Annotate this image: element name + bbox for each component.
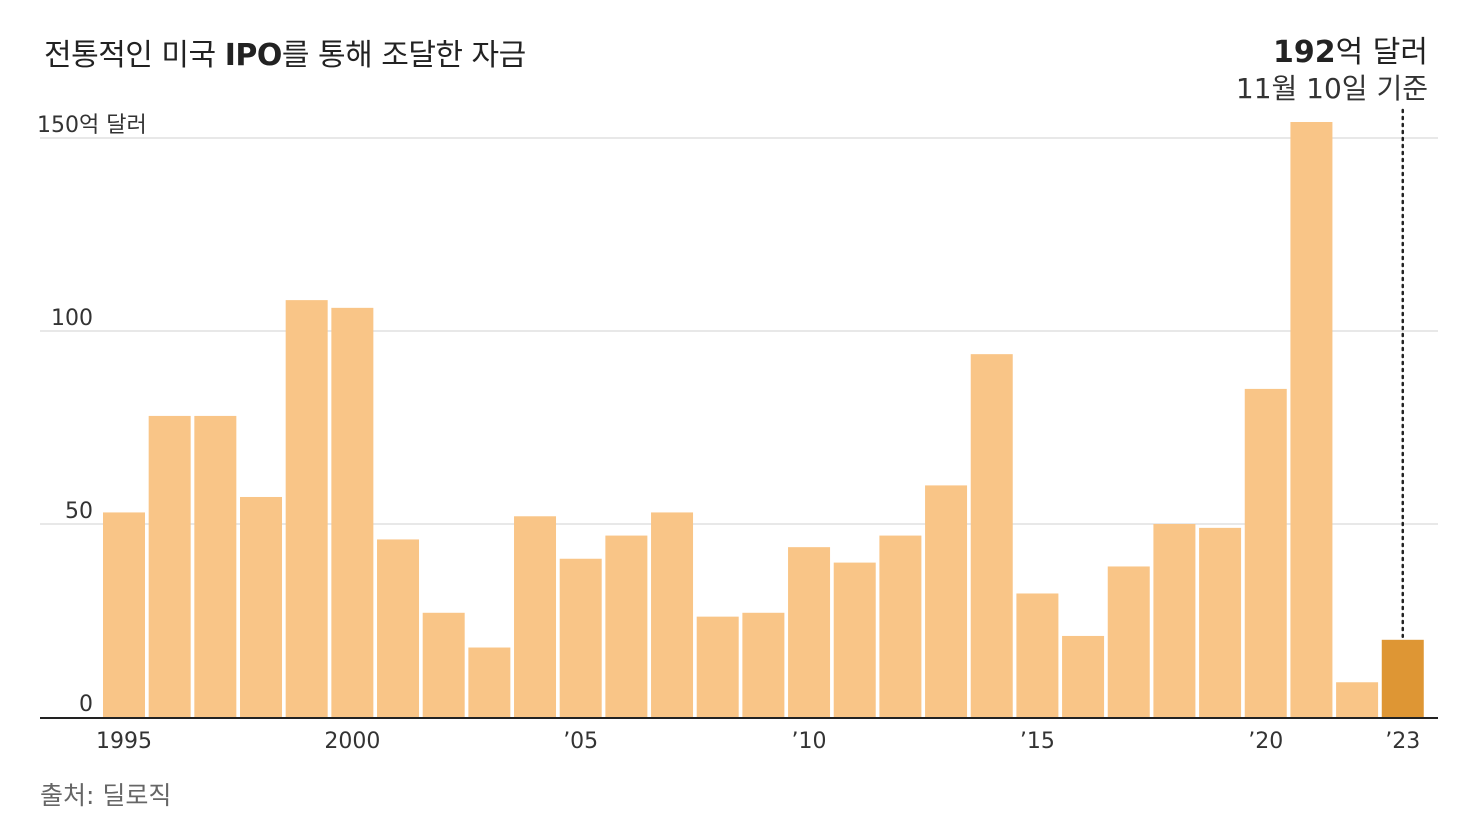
annotation-date: 11월 10일 기준: [1236, 72, 1428, 105]
bar-2017: [1107, 566, 1150, 717]
y-tick-label-50: 50: [65, 499, 93, 524]
y-axis-labels: 0 50 100 150억 달러: [37, 113, 147, 717]
bar-2014: [970, 354, 1013, 717]
x-axis-labels: 1995 2000 ’05 ’10 ’15 ’20 ’23: [96, 729, 1420, 754]
bar-2015: [1016, 593, 1059, 717]
bar-1998: [240, 496, 283, 717]
x-tick-label-2005: ’05: [563, 729, 598, 754]
annotation-value: 192억 달러: [1273, 35, 1428, 70]
bar-2010: [788, 547, 831, 717]
chart-title: 전통적인 미국 IPO를 통해 조달한 자금: [44, 30, 526, 74]
bar-2008: [696, 616, 739, 717]
bar-2009: [742, 612, 785, 717]
x-tick-label-2023: ’23: [1385, 729, 1420, 754]
gridlines: [40, 137, 1438, 525]
x-tick-label-2020: ’20: [1248, 729, 1283, 754]
source-note: 출처: 딜로직: [40, 781, 172, 810]
x-tick-label-2000: 2000: [324, 729, 380, 754]
bar-2000: [331, 307, 374, 717]
bar-1997: [194, 415, 237, 717]
x-tick-label-1995: 1995: [96, 729, 152, 754]
y-tick-label-0: 0: [79, 692, 93, 717]
annotation-number: 192: [1273, 35, 1336, 70]
annotation-unit: 억 달러: [1336, 35, 1428, 70]
bar-2003: [468, 647, 511, 717]
title-bold: IPO: [224, 38, 283, 73]
bar-2022: [1336, 682, 1379, 717]
bar-2004: [514, 516, 557, 717]
bar-2002: [422, 612, 465, 717]
bar-2005: [559, 558, 602, 717]
bar-1996: [148, 415, 191, 717]
bar-2019: [1199, 527, 1242, 717]
y-tick-label-100: 100: [51, 306, 93, 331]
y-tick-label-150: 150억 달러: [37, 113, 147, 138]
bar-2020: [1244, 388, 1287, 717]
title-prefix: 전통적인 미국: [44, 38, 225, 73]
x-tick-label-2015: ’15: [1020, 729, 1055, 754]
bar-chart: 0 50 100 150억 달러 1995 2000 ’05 ’10 ’15 ’20 ’23 19…: [37, 35, 1438, 754]
bar-2018: [1153, 524, 1196, 717]
bar-1999: [285, 300, 328, 717]
bars: [103, 122, 1424, 717]
bar-2023: [1381, 639, 1424, 717]
bar-1995: [103, 512, 145, 717]
bar-2016: [1062, 635, 1105, 717]
x-tick-label-2010: ’10: [792, 729, 827, 754]
bar-2013: [925, 485, 968, 717]
bar-2021: [1290, 122, 1333, 717]
bar-2011: [833, 562, 876, 717]
bar-2006: [605, 535, 648, 717]
bar-2007: [651, 512, 694, 717]
bar-2012: [879, 535, 922, 717]
title-suffix: 를 통해 조달한 자금: [281, 38, 526, 73]
bar-2001: [377, 539, 420, 717]
